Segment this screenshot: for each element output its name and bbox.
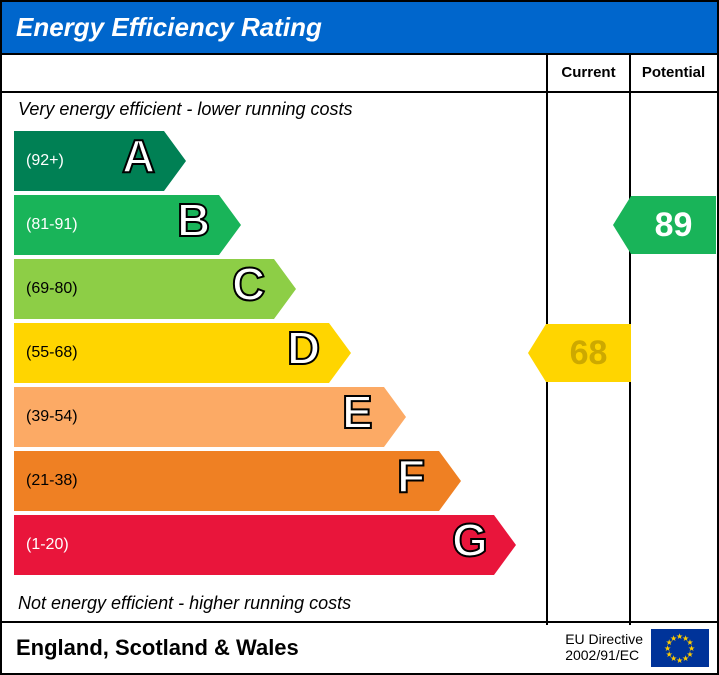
band-arrow: [494, 515, 516, 575]
rating-potential-pointer: 89: [613, 196, 716, 254]
band-range: (1-20): [26, 515, 69, 575]
directive-line1: EU Directive: [565, 631, 643, 647]
band-bar: [14, 515, 494, 575]
band-E: (39-54) E: [14, 387, 534, 447]
directive-line2: 2002/91/EC: [565, 647, 639, 663]
eu-flag-icon: ★★★★★★★★★★★★: [651, 629, 709, 667]
epc-chart: Energy Efficiency Rating Current Potenti…: [0, 0, 719, 675]
footer-directive: EU Directive 2002/91/EC: [565, 631, 643, 663]
band-letter: C: [232, 257, 265, 311]
band-arrow: [439, 451, 461, 511]
title: Energy Efficiency Rating: [2, 2, 717, 53]
band-D: (55-68) D: [14, 323, 534, 383]
band-arrow: [219, 195, 241, 255]
pointer-value: 68: [546, 324, 631, 382]
band-range: (92+): [26, 131, 64, 191]
band-A: (92+) A: [14, 131, 534, 191]
band-letter: D: [287, 321, 320, 375]
band-letter: B: [177, 193, 210, 247]
band-C: (69-80) C: [14, 259, 534, 319]
band-B: (81-91) B: [14, 195, 534, 255]
band-arrow: [274, 259, 296, 319]
pointer-tip: [528, 324, 546, 382]
band-range: (69-80): [26, 259, 78, 319]
band-letter: G: [452, 513, 488, 567]
band-G: (1-20) G: [14, 515, 534, 575]
band-bar: [14, 451, 439, 511]
band-letter: A: [122, 129, 155, 183]
band-arrow: [164, 131, 186, 191]
band-letter: F: [397, 449, 425, 503]
caption-top: Very energy efficient - lower running co…: [18, 99, 353, 120]
bands-container: (92+) A (81-91) B (69-80) C (55-68) D (39-54) E (2…: [14, 131, 534, 579]
footer: England, Scotland & Wales EU Directive 2…: [2, 621, 717, 673]
chart-area: Current Potential Very energy efficient …: [2, 53, 717, 623]
pointer-value: 89: [631, 196, 716, 254]
column-potential: [631, 55, 716, 625]
band-F: (21-38) F: [14, 451, 534, 511]
footer-region: England, Scotland & Wales: [16, 635, 299, 661]
band-letter: E: [342, 385, 373, 439]
band-range: (39-54): [26, 387, 78, 447]
eu-star: ★: [670, 634, 677, 643]
caption-bottom: Not energy efficient - higher running co…: [18, 593, 351, 614]
band-arrow: [384, 387, 406, 447]
band-range: (81-91): [26, 195, 78, 255]
band-range: (21-38): [26, 451, 78, 511]
band-range: (55-68): [26, 323, 78, 383]
band-arrow: [329, 323, 351, 383]
pointer-tip: [613, 196, 631, 254]
rating-current-pointer: 68: [528, 324, 631, 382]
